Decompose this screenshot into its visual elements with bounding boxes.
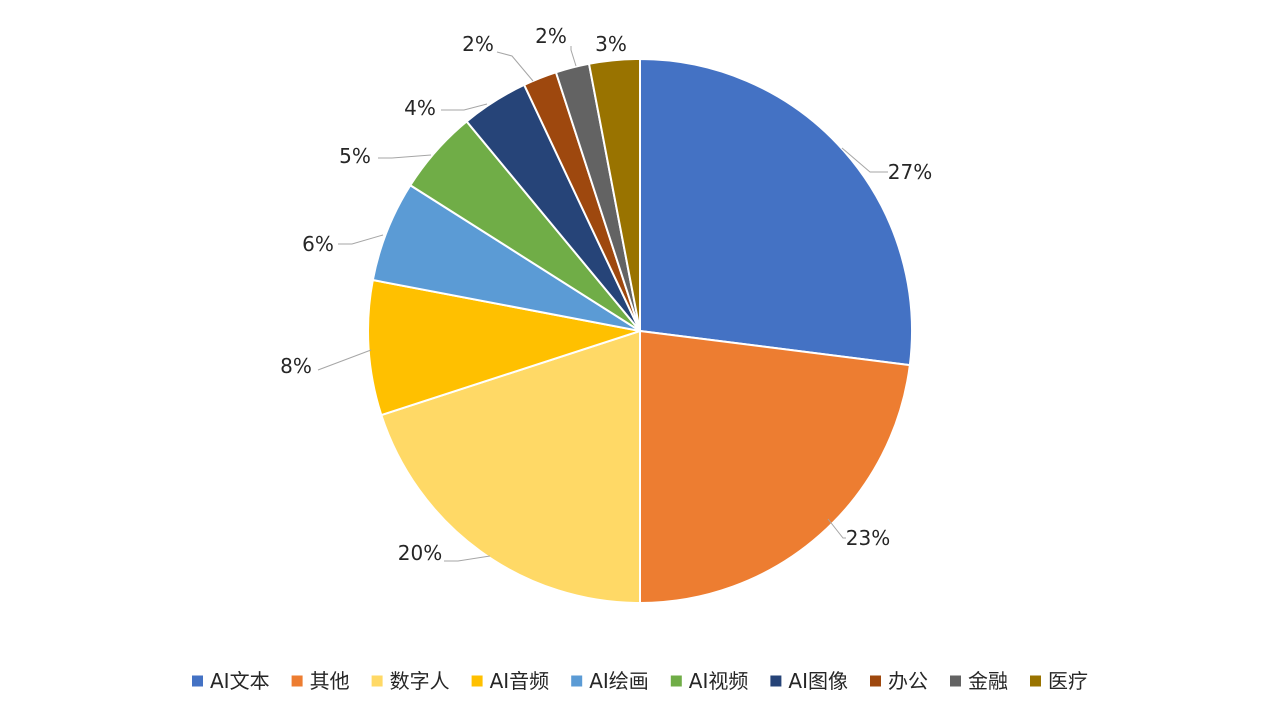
legend-swatch-8 bbox=[870, 675, 881, 687]
leader-line-6 bbox=[378, 154, 432, 159]
legend: AI文本 其他 数字人 AI音频 AI绘画 AI视频 AI图像 办公 金融 医疗 bbox=[192, 669, 1088, 693]
legend-label-6: AI视频 bbox=[689, 669, 749, 693]
data-label-10: 3% bbox=[595, 32, 627, 56]
legend-label-2: 其他 bbox=[310, 669, 350, 693]
legend-item-4: AI音频 bbox=[471, 669, 550, 693]
legend-label-8: 办公 bbox=[888, 669, 928, 693]
legend-swatch-1 bbox=[192, 675, 203, 687]
legend-item-5: AI绘画 bbox=[571, 669, 649, 693]
legend-item-8: 办公 bbox=[870, 669, 928, 693]
data-label-8: 2% bbox=[462, 32, 494, 56]
legend-swatch-9 bbox=[950, 675, 961, 687]
slice-2 bbox=[639, 329, 911, 605]
leader-line-1 bbox=[841, 147, 888, 173]
legend-swatch-10 bbox=[1030, 675, 1041, 687]
slice-10 bbox=[587, 57, 641, 332]
pie-slices bbox=[367, 57, 913, 605]
legend-swatch-3 bbox=[371, 675, 383, 687]
legend-label-10: 医疗 bbox=[1048, 669, 1088, 693]
legend-item-6: AI视频 bbox=[670, 669, 749, 693]
data-label-1: 27% bbox=[888, 160, 932, 184]
data-labels: 27% 23% 20% 8% 6% 5% 4% 2% 2% 3% bbox=[280, 24, 932, 565]
slice-4 bbox=[367, 278, 641, 417]
legend-label-9: 金融 bbox=[968, 669, 1008, 693]
leader-line-2 bbox=[827, 518, 846, 539]
legend-item-10: 医疗 bbox=[1030, 669, 1088, 693]
legend-label-4: AI音频 bbox=[490, 669, 550, 693]
legend-swatch-6 bbox=[670, 675, 682, 687]
legend-item-1: AI文本 bbox=[192, 669, 270, 693]
legend-label-5: AI绘画 bbox=[589, 669, 649, 693]
data-label-3: 20% bbox=[398, 541, 442, 565]
legend-label-1: AI文本 bbox=[210, 669, 270, 693]
legend-swatch-5 bbox=[571, 675, 583, 687]
legend-swatch-7 bbox=[770, 675, 782, 687]
leader-line-7 bbox=[441, 103, 488, 111]
data-label-7: 4% bbox=[404, 96, 436, 120]
leader-line-5 bbox=[338, 234, 384, 245]
legend-item-3: 数字人 bbox=[371, 669, 450, 693]
leader-lines bbox=[317, 46, 888, 562]
legend-item-9: 金融 bbox=[950, 669, 1008, 693]
legend-label-7: AI图像 bbox=[788, 669, 848, 693]
legend-item-2: 其他 bbox=[291, 669, 350, 693]
leader-line-8 bbox=[496, 51, 534, 82]
data-label-6: 5% bbox=[339, 144, 371, 168]
data-label-5: 6% bbox=[302, 232, 334, 256]
legend-item-7: AI图像 bbox=[770, 669, 848, 693]
leader-line-4 bbox=[317, 349, 372, 371]
data-label-4: 8% bbox=[280, 354, 312, 378]
data-label-9: 2% bbox=[535, 24, 567, 48]
leader-line-9 bbox=[570, 46, 577, 67]
slice-1 bbox=[639, 57, 913, 367]
legend-label-3: 数字人 bbox=[390, 669, 450, 693]
legend-swatch-2 bbox=[291, 675, 303, 687]
data-label-2: 23% bbox=[846, 526, 890, 550]
slice-3 bbox=[380, 329, 641, 605]
legend-swatch-4 bbox=[471, 675, 483, 687]
leader-line-3 bbox=[444, 555, 491, 562]
